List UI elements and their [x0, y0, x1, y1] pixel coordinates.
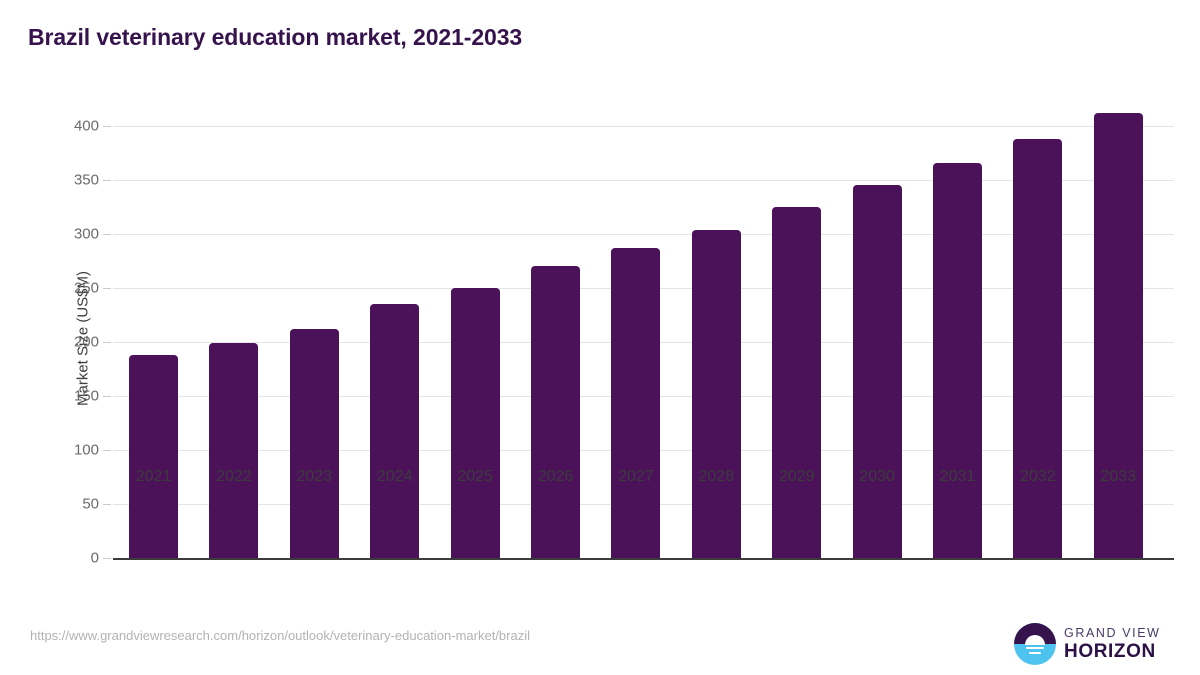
x-axis-tick-label: 2025 — [457, 468, 493, 485]
y-axis-tick-mark — [103, 126, 111, 127]
x-axis-tick-label: 2031 — [939, 468, 976, 485]
y-axis-tick-mark — [103, 342, 111, 343]
bar[interactable] — [933, 162, 982, 558]
x-axis-tick-label: 2032 — [1020, 468, 1056, 485]
y-axis-tick-mark — [103, 234, 111, 235]
bar[interactable] — [289, 329, 339, 558]
y-axis-tick-mark — [103, 558, 111, 559]
bar[interactable] — [852, 185, 902, 558]
x-axis-tick-label: 2028 — [698, 468, 735, 485]
x-axis-tick-label: 2033 — [1100, 468, 1137, 485]
bar[interactable] — [1013, 138, 1063, 558]
y-axis-tick-label: 250 — [73, 279, 99, 297]
x-axis-tick-label: 2027 — [618, 468, 654, 485]
horizon-circle-top-half — [1014, 623, 1056, 644]
bar[interactable] — [611, 248, 661, 558]
y-axis-tick-mark — [103, 504, 111, 505]
x-axis-line — [113, 558, 1174, 560]
y-axis-tick-mark — [103, 396, 111, 397]
y-axis-tick-label: 300 — [73, 225, 99, 243]
horizon-dome-shape — [1025, 635, 1045, 645]
x-axis-tick-label: 2029 — [778, 468, 815, 485]
bar[interactable] — [1093, 113, 1143, 558]
bar[interactable] — [772, 207, 822, 558]
logo-text: GRAND VIEW HORIZON — [1064, 625, 1174, 663]
grand-view-horizon-logo[interactable]: GRAND VIEW HORIZON — [1014, 622, 1174, 666]
gridline — [113, 126, 1174, 127]
y-axis-tick-mark — [103, 450, 111, 451]
bar[interactable] — [691, 229, 741, 558]
bar[interactable] — [209, 343, 259, 558]
x-axis-tick-label: 2024 — [376, 468, 413, 485]
y-axis-tick-label: 0 — [90, 549, 99, 567]
gridline — [113, 180, 1174, 181]
plot-region — [113, 110, 1174, 560]
bar[interactable] — [129, 354, 178, 558]
y-axis-tick-label: 150 — [73, 387, 99, 405]
x-axis-tick-label: 2030 — [859, 468, 895, 485]
horizon-line-lower — [1029, 651, 1041, 654]
bar[interactable] — [370, 304, 420, 558]
x-axis-tick-label: 2023 — [296, 468, 333, 485]
source-url[interactable]: https://www.grandviewresearch.com/horizo… — [30, 628, 530, 643]
page-title: Brazil veterinary education market, 2021… — [28, 24, 523, 50]
logo-text-horizon: HORIZON — [1064, 641, 1156, 662]
logo-text-grand-view: GRAND VIEW — [1064, 626, 1161, 640]
bar[interactable] — [531, 266, 580, 558]
horizon-circle-icon — [1014, 623, 1056, 665]
y-axis-tick-label: 400 — [73, 117, 99, 135]
y-axis-tick-label: 350 — [73, 171, 99, 189]
bar[interactable] — [450, 288, 500, 558]
y-axis-tick-label: 200 — [73, 333, 99, 351]
y-axis-tick-mark — [103, 288, 111, 289]
gridline — [113, 234, 1174, 235]
y-axis-tick-label: 100 — [73, 441, 99, 459]
x-axis-tick-label: 2026 — [537, 468, 574, 485]
horizon-line-upper — [1026, 647, 1044, 649]
y-axis-tick-mark — [103, 180, 111, 181]
x-axis-tick-label: 2021 — [135, 468, 172, 485]
x-axis-tick-label: 2022 — [216, 468, 252, 485]
y-axis-tick-label: 50 — [82, 495, 99, 513]
